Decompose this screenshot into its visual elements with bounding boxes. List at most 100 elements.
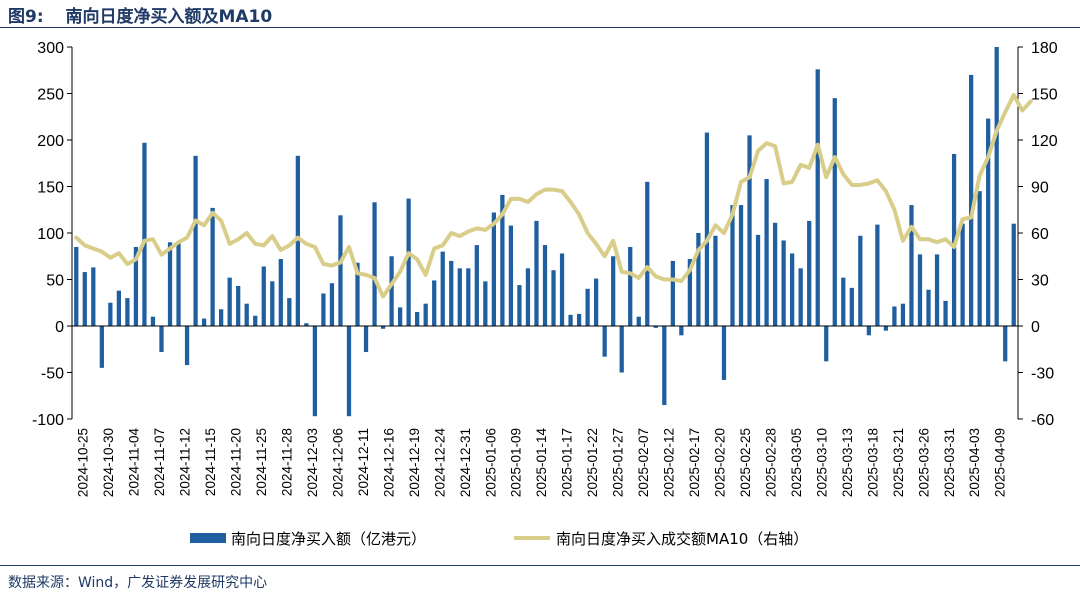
bar <box>150 316 156 326</box>
bar <box>576 313 582 326</box>
x-tick-label: 2024-10-30 <box>101 428 116 497</box>
bar <box>491 212 496 326</box>
bar <box>721 326 727 380</box>
bar <box>568 314 573 326</box>
left-tick-label: 300 <box>37 40 64 57</box>
bar <box>1011 223 1016 326</box>
legend-line-label: 南向日度净买入成交额MA10（右轴） <box>556 530 808 548</box>
bar <box>926 289 931 326</box>
bar <box>440 251 445 326</box>
bar <box>943 300 948 326</box>
bar <box>883 326 889 331</box>
right-tick-label: 0 <box>1031 319 1040 336</box>
right-axis-ticks: -60 -30 0 30 60 90 120 150 180 <box>1018 40 1058 429</box>
line-series <box>74 93 1033 299</box>
bar <box>236 286 241 326</box>
bar <box>372 202 377 326</box>
x-tick-label: 2024-11-04 <box>127 428 142 497</box>
x-tick-label: 2025-03-18 <box>865 428 880 497</box>
bar <box>619 326 624 373</box>
figure-title-text: 南向日度净买入额及MA10 <box>65 7 273 27</box>
bar <box>74 246 79 326</box>
x-tick-label: 2024-12-31 <box>458 428 473 497</box>
x-tick-label: 2025-02-28 <box>763 428 778 497</box>
bar <box>977 191 982 326</box>
bar <box>670 260 675 326</box>
x-tick-label: 2024-12-16 <box>381 428 396 497</box>
bar <box>790 253 795 326</box>
bar <box>338 215 343 326</box>
bar <box>611 256 616 326</box>
x-tick-label: 2024-10-25 <box>76 428 91 497</box>
bar <box>704 132 710 326</box>
bar <box>815 69 820 326</box>
bar <box>960 223 965 326</box>
right-tick-label: 90 <box>1031 180 1049 197</box>
x-tick-label: 2024-11-12 <box>178 428 193 496</box>
bar <box>892 306 897 326</box>
left-tick-label: 50 <box>46 273 64 290</box>
bar <box>500 194 505 326</box>
bar <box>210 207 215 326</box>
left-tick-label: 0 <box>55 319 64 336</box>
bar <box>432 280 437 326</box>
bar <box>304 323 309 326</box>
left-axis-ticks: -100 -50 0 50 100 150 200 250 300 <box>32 40 72 429</box>
bar <box>969 74 974 327</box>
x-tick-label: 2025-02-25 <box>738 428 753 497</box>
x-tick-label: 2025-03-10 <box>814 428 829 497</box>
right-tick-label: 30 <box>1031 273 1049 290</box>
x-tick-label: 2024-12-24 <box>432 428 447 498</box>
bar <box>261 266 266 326</box>
bar <box>201 318 207 326</box>
bar <box>159 326 164 353</box>
x-tick-label: 2025-03-31 <box>942 428 957 497</box>
bar <box>406 198 411 326</box>
x-axis-ticks: 2024-10-25 2024-10-30 2024-11-04 2024-11-07… <box>76 428 1008 498</box>
bar <box>244 303 249 326</box>
x-tick-label: 2024-12-06 <box>330 428 345 497</box>
x-tick-label: 2024-11-15 <box>203 428 218 496</box>
bar <box>696 233 701 326</box>
bar <box>772 222 778 326</box>
right-tick-label: 150 <box>1031 87 1058 104</box>
bar <box>551 270 556 326</box>
bar <box>747 135 752 326</box>
bar <box>389 256 394 326</box>
right-tick-label: -30 <box>1031 366 1054 383</box>
bar <box>1003 326 1008 362</box>
bar <box>227 277 232 326</box>
bar <box>312 326 318 417</box>
x-tick-label: 2024-12-03 <box>305 428 320 497</box>
bar-series <box>74 47 1016 417</box>
bar <box>508 225 514 326</box>
bar <box>287 298 292 326</box>
bar <box>474 245 479 326</box>
bar <box>133 246 139 326</box>
x-tick-label: 2025-03-13 <box>840 428 855 497</box>
right-tick-label: 60 <box>1031 226 1049 243</box>
bar <box>662 326 667 406</box>
bar <box>321 293 326 326</box>
bar <box>594 278 599 326</box>
bar <box>849 287 854 326</box>
bar <box>449 260 454 326</box>
left-tick-label: 200 <box>37 133 64 150</box>
x-tick-label: 2025-04-03 <box>967 428 982 497</box>
x-tick-label: 2024-11-20 <box>229 428 244 496</box>
bar <box>91 267 96 326</box>
legend-bar-label: 南向日度净买入额（亿港元） <box>231 530 426 548</box>
bar <box>807 220 812 326</box>
bar <box>380 326 386 329</box>
bar <box>900 303 906 326</box>
x-tick-label: 2024-11-25 <box>254 428 269 496</box>
bar <box>585 288 590 326</box>
bar <box>193 155 198 326</box>
bar <box>602 326 607 357</box>
bar <box>738 205 744 326</box>
bar <box>755 234 761 326</box>
bar <box>994 47 999 326</box>
right-tick-label: 180 <box>1031 40 1058 57</box>
x-tick-label: 2025-03-21 <box>891 428 906 497</box>
bar <box>858 235 863 326</box>
